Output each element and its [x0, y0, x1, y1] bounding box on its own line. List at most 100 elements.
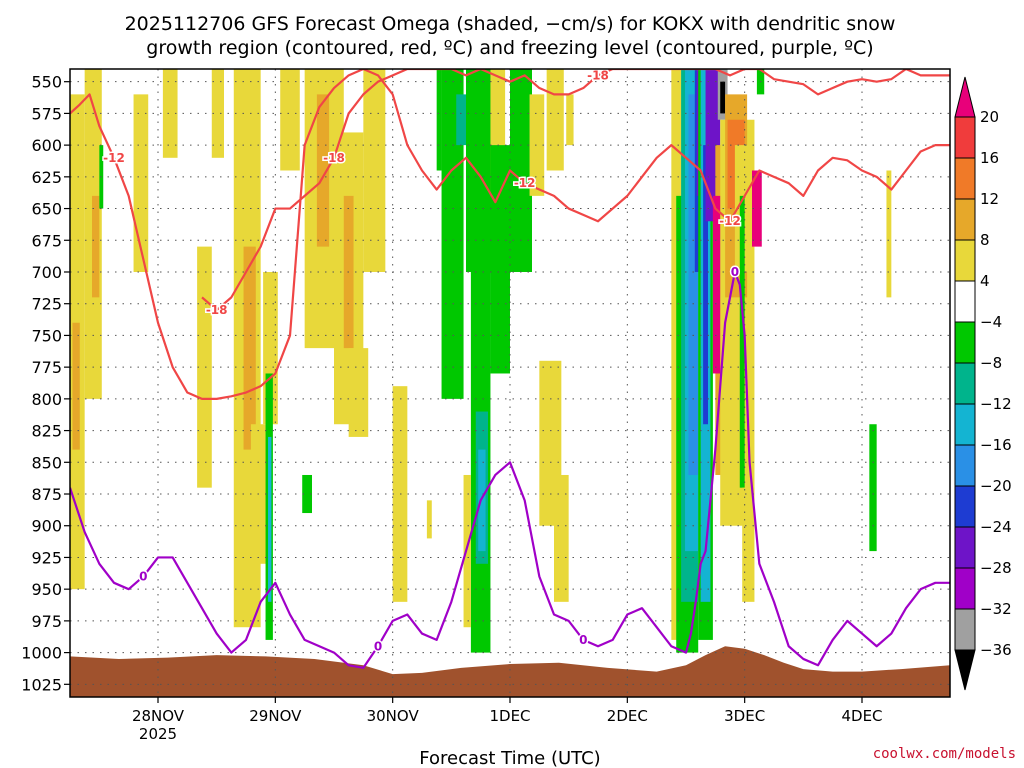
omega-patch: [363, 69, 386, 272]
y-tick-label: 550: [31, 73, 62, 92]
omega-patch: [133, 94, 149, 272]
omega-patch: [441, 69, 464, 399]
x-tick-label: 30NOV: [367, 707, 420, 725]
x-tick-label: 28NOV: [132, 707, 185, 725]
colorbar-segment: [954, 321, 976, 364]
y-tick-label: 925: [31, 548, 62, 567]
omega-patch: [72, 322, 80, 450]
y-axis: 550 575 600 625 650 675 700 725 750 775 800 825 850 8…: [21, 73, 70, 694]
x-tick-sublabel: 2025: [139, 725, 177, 743]
omega-patch: [720, 81, 726, 114]
contour-label: -18: [587, 68, 609, 82]
y-tick-label: 775: [31, 358, 62, 377]
contour-line: [201, 69, 950, 312]
contour-label: 0: [374, 639, 382, 653]
y-tick-label: 750: [31, 326, 62, 345]
omega-patch: [463, 474, 471, 628]
x-tick-label: 4DEC: [841, 707, 882, 725]
colorbar-label: −36: [980, 641, 1012, 659]
colorbar-segment: [954, 526, 976, 569]
omega-patch: [752, 170, 762, 247]
y-tick-label: 800: [31, 390, 62, 409]
colorbar-segment: [954, 485, 976, 528]
omega-patch: [529, 94, 545, 196]
omega-patch: [546, 69, 564, 171]
y-tick-label: 575: [31, 104, 62, 123]
colorbar-label: −20: [980, 477, 1012, 495]
omega-patch: [197, 246, 212, 488]
y-tick-label: 625: [31, 168, 62, 187]
colorbar-segment: [954, 608, 976, 651]
omega-patch: [688, 94, 699, 475]
x-tick-label: 3DEC: [724, 707, 765, 725]
contour-label: -12: [719, 214, 741, 228]
contour-label: -18: [206, 303, 228, 317]
omega-patch: [302, 474, 312, 514]
colorbar-label: −16: [980, 436, 1012, 454]
colorbar-top-arrow: [954, 76, 976, 118]
contour-label: -12: [514, 176, 536, 190]
colorbar-label: 16: [980, 149, 999, 167]
omega-patch: [243, 246, 256, 450]
x-tick-label: 1DEC: [489, 707, 530, 725]
omega-patch: [456, 94, 466, 146]
omega-patch: [280, 69, 300, 171]
y-tick-label: 850: [31, 453, 62, 472]
y-tick-label: 1000: [21, 644, 62, 663]
x-tick-label: 29NOV: [249, 707, 302, 725]
omega-patch: [703, 145, 708, 425]
omega-patch: [739, 195, 745, 488]
terrain-fill: [70, 646, 950, 697]
colorbar-segment: [954, 403, 976, 446]
colorbar-label: −24: [980, 518, 1012, 536]
y-tick-label: 1025: [21, 675, 62, 694]
terrain-ground: [70, 646, 950, 697]
contour-line: [70, 270, 950, 669]
omega-patch: [436, 69, 442, 171]
colorbar-segment: [954, 239, 976, 282]
colorbar: 20 16 12 8 4 −4 −8 −12 −16 −20 −24 −28 −32 −36: [954, 76, 1012, 691]
y-tick-label: 875: [31, 485, 62, 504]
colorbar-segment: [954, 567, 976, 610]
contour-label: 0: [731, 265, 739, 279]
y-tick-label: 700: [31, 263, 62, 282]
omega-patch: [869, 424, 877, 552]
colorbar-segment: [954, 198, 976, 241]
colorbar-segment: [954, 444, 976, 487]
x-axis-label: Forecast Time (UTC): [419, 748, 600, 768]
y-tick-label: 650: [31, 200, 62, 219]
colorbar-bottom-arrow: [954, 649, 976, 691]
contour-label: 0: [139, 569, 147, 583]
omega-shading: [70, 69, 892, 653]
omega-patch: [92, 195, 100, 298]
colorbar-segment: [954, 280, 976, 323]
credit-text: coolwx.com/models: [873, 746, 1016, 762]
chart-title-line1: 2025112706 GFS Forecast Omega (shaded, −…: [125, 13, 896, 35]
omega-patch: [742, 487, 755, 602]
x-tick-label: 2DEC: [607, 707, 648, 725]
contour-label: 0: [579, 633, 587, 647]
contour-label: -18: [323, 151, 345, 165]
omega-patch: [268, 436, 272, 602]
contour-line: [70, 69, 950, 400]
colorbar-label: 4: [980, 272, 990, 290]
colorbar-label: 20: [980, 108, 999, 126]
omega-patch: [566, 94, 574, 146]
y-tick-label: 950: [31, 580, 62, 599]
colorbar-label: −32: [980, 600, 1012, 618]
colorbar-label: −28: [980, 559, 1012, 577]
colorbar-label: 12: [980, 190, 999, 208]
colorbar-segment: [954, 116, 976, 159]
colorbar-segment: [954, 157, 976, 200]
colorbar-segment: [954, 362, 976, 405]
colorbar-label: −8: [980, 354, 1002, 372]
omega-patch: [348, 348, 369, 437]
y-tick-label: 825: [31, 422, 62, 441]
y-tick-label: 975: [31, 612, 62, 631]
omega-patch: [211, 69, 224, 158]
contours: -12 -12 -12 -18 -18 -18 0 0 0 0: [70, 68, 950, 669]
y-tick-label: 725: [31, 295, 62, 314]
omega-patch: [886, 170, 892, 298]
